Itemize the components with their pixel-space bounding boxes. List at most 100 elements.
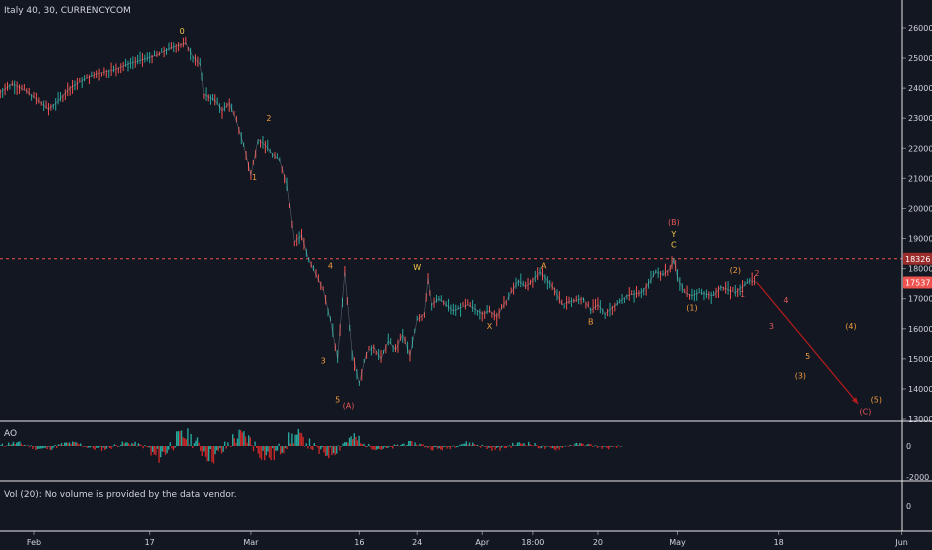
ao-bar	[353, 433, 355, 446]
ao-bar	[548, 446, 551, 447]
ao-bar	[478, 446, 480, 447]
wave-label: 4	[783, 296, 788, 305]
ao-bar	[361, 444, 363, 446]
ao-bar	[604, 446, 607, 447]
ao-bar	[382, 446, 384, 449]
ao-bar	[201, 446, 203, 457]
ao-bar	[208, 446, 210, 462]
ao-bar	[12, 441, 15, 446]
ao-bar	[30, 445, 32, 446]
ao-bar	[296, 434, 298, 446]
ao-bar	[108, 446, 111, 449]
ao-bar	[414, 442, 416, 446]
projection-arrow-head	[851, 397, 859, 404]
ao-bar	[233, 438, 235, 446]
ao-bar	[100, 446, 103, 451]
ao-bar	[593, 445, 595, 447]
ao-bar	[177, 431, 179, 446]
ao-bar	[174, 446, 176, 448]
ao-bar	[475, 444, 477, 446]
ao-bar	[574, 443, 576, 446]
ao-bar	[195, 440, 197, 446]
ao-tick-label: -2000	[906, 473, 929, 482]
ao-bar	[44, 446, 47, 448]
ao-bar	[456, 446, 458, 448]
ao-bar	[310, 446, 312, 450]
ao-bar	[256, 446, 258, 448]
ao-bar	[444, 446, 447, 447]
ao-bar	[142, 446, 144, 449]
ao-bar	[68, 442, 71, 446]
price-tick-label: 21000	[908, 174, 932, 183]
ao-bar	[409, 440, 411, 446]
ao-bar	[547, 446, 549, 447]
ao-bar	[36, 446, 39, 450]
price-tag-label: 17537	[905, 279, 930, 288]
ao-bar	[571, 445, 573, 446]
price-tick-label: 13000	[908, 415, 932, 424]
ao-bar	[289, 443, 291, 446]
ao-bar	[190, 433, 192, 446]
ao-bar	[371, 446, 373, 450]
ao-bar	[75, 442, 77, 446]
time-tick-label: Apr	[475, 538, 490, 547]
ao-bar	[209, 446, 211, 449]
ao-bar	[104, 446, 106, 450]
ao-bar	[315, 445, 317, 446]
price-tag-label: 18326	[905, 255, 930, 264]
ao-bar	[473, 444, 475, 446]
ao-bar	[496, 446, 498, 448]
ao-bar	[345, 442, 347, 446]
ao-bar	[262, 446, 264, 451]
wave-label: (C)	[860, 407, 872, 416]
ao-bar	[51, 446, 53, 450]
ao-bar	[3, 445, 5, 447]
ao-bar	[339, 446, 341, 451]
wave-label: (B)	[668, 218, 680, 227]
ao-bar	[443, 446, 445, 448]
time-tick-label: Jun	[894, 538, 908, 547]
ao-bar	[587, 443, 589, 446]
ao-bar	[307, 446, 309, 449]
ao-bar	[472, 442, 474, 446]
ao-bar	[272, 446, 274, 449]
ao-bar	[336, 446, 338, 454]
ao-bar	[244, 436, 247, 446]
ao-bar	[176, 431, 178, 446]
ao-bar	[356, 440, 359, 446]
ao-bar	[500, 446, 503, 448]
price-axis[interactable]: 26000 25000 24000 23000 22000 21000 20000 19000…	[902, 24, 932, 424]
ao-bar	[260, 446, 263, 460]
wave-label: (5)	[871, 395, 882, 404]
wave-label: 2	[266, 114, 271, 123]
ao-bar	[379, 446, 381, 450]
ao-bar	[544, 446, 546, 449]
ao-bar	[152, 446, 154, 452]
ao-bar	[526, 445, 528, 447]
ao-bar	[67, 442, 69, 446]
ao-bar	[347, 442, 349, 446]
ao-bar	[529, 444, 531, 446]
ao-bar	[220, 446, 223, 454]
ao-bar	[390, 446, 392, 447]
ao-bar	[555, 446, 557, 451]
wave-label: (1)	[686, 304, 697, 313]
ao-bar	[134, 441, 136, 446]
ao-bar	[320, 446, 322, 450]
ao-bar	[582, 443, 584, 446]
ao-bar	[342, 443, 344, 446]
ao-bar	[609, 446, 611, 447]
price-tick-label: 22000	[908, 144, 932, 153]
ao-bar	[70, 444, 72, 446]
ao-bar	[427, 446, 429, 449]
ao-bar	[182, 437, 184, 446]
ao-bar	[113, 444, 115, 446]
ao-bar	[326, 446, 328, 456]
ao-bar	[228, 445, 231, 447]
ao-bar	[446, 446, 448, 449]
ao-bar	[387, 446, 389, 448]
